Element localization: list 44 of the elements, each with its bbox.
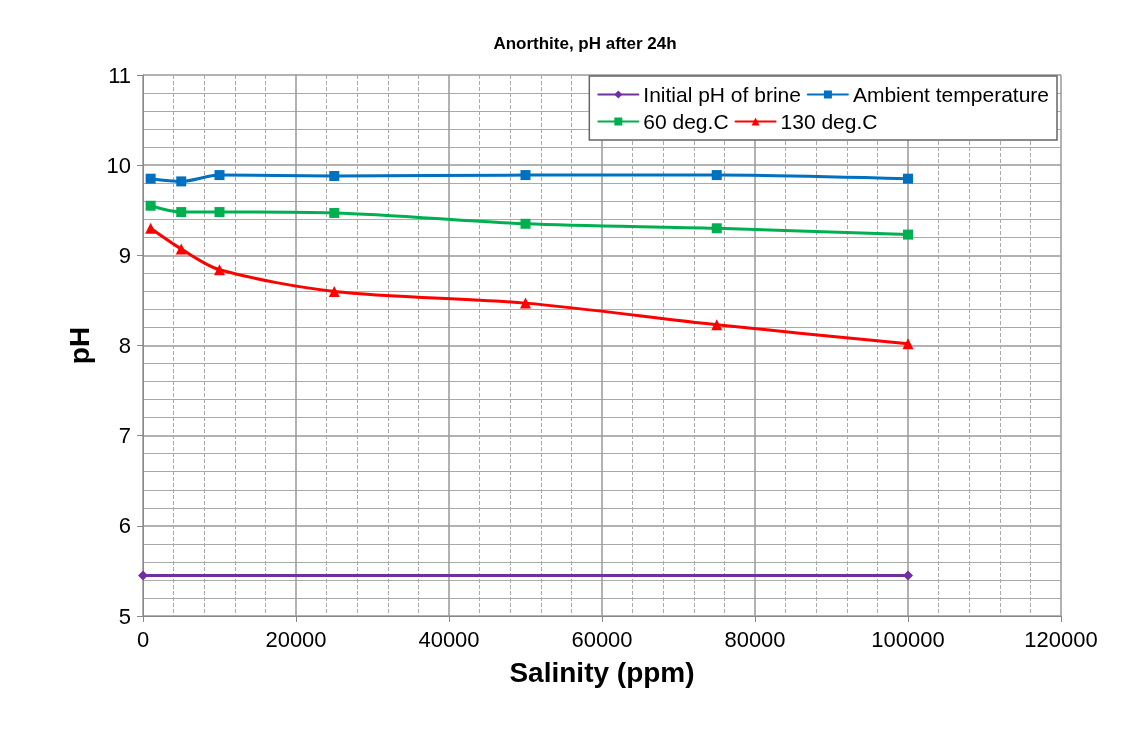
point <box>145 222 157 234</box>
x-tick-label: 100000 <box>871 626 945 652</box>
point <box>711 319 723 331</box>
x-tick-label: 20000 <box>265 626 327 652</box>
point <box>903 173 913 184</box>
point <box>903 229 913 240</box>
point <box>329 207 340 218</box>
x-tick-label: 120000 <box>1024 626 1098 652</box>
point <box>145 173 156 184</box>
point <box>176 207 187 218</box>
y-axis-title: pH <box>63 326 95 365</box>
legend-label: Ambient temperature <box>852 83 1050 106</box>
point <box>903 570 913 581</box>
legend-label: Initial pH of brine <box>643 83 801 106</box>
chart-title: Anorthite, pH after 24h <box>493 34 677 53</box>
point <box>328 285 340 297</box>
point <box>175 243 187 255</box>
x-axis-title: Salinity (ppm) <box>509 656 695 688</box>
point <box>902 338 914 350</box>
point <box>711 223 722 234</box>
point <box>520 297 531 309</box>
y-tick-label: 7 <box>118 423 131 449</box>
point <box>520 218 531 229</box>
y-tick-label: 9 <box>118 242 131 268</box>
x-tick-label: 80000 <box>724 626 786 652</box>
y-tick-label: 8 <box>118 333 131 358</box>
point <box>176 176 187 187</box>
x-tick-label: 60000 <box>571 626 633 652</box>
point <box>214 170 225 181</box>
y-tick-label: 10 <box>106 152 131 178</box>
y-tick-label: 6 <box>118 513 131 539</box>
legend-label: 130 deg.C <box>780 110 878 133</box>
point <box>214 207 225 218</box>
legend-label: 60 deg.C <box>643 110 729 133</box>
point <box>329 170 340 181</box>
y-tick-label: 11 <box>108 62 131 88</box>
point <box>145 200 156 211</box>
point <box>138 570 148 581</box>
point <box>711 170 722 181</box>
x-tick-label: 40000 <box>418 626 480 652</box>
point <box>520 170 531 181</box>
x-tick-label: 0 <box>136 626 150 652</box>
y-tick-label: 5 <box>118 603 131 629</box>
point <box>214 264 225 276</box>
